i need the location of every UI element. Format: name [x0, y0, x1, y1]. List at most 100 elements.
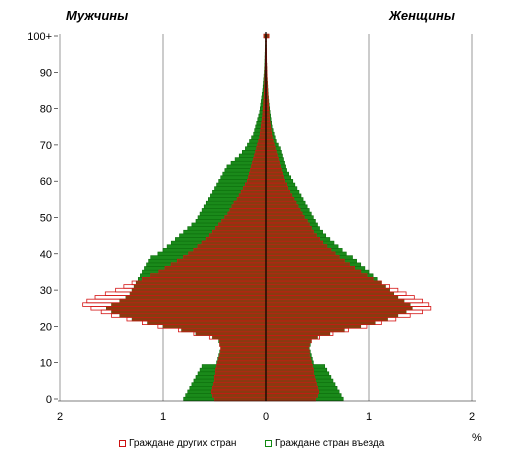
- bar-overlap-female: [266, 300, 404, 303]
- bar-overlap-female: [266, 376, 314, 379]
- bar-overlap-male: [209, 234, 266, 237]
- bar-overlap-male: [132, 318, 266, 321]
- legend-item-entry: Граждане стран въезда: [265, 438, 384, 449]
- bar-overlap-female: [266, 354, 309, 357]
- bar-overlap-female: [266, 194, 292, 197]
- legend-label-foreign: Граждане других стран: [129, 438, 236, 449]
- bar-overlap-male: [220, 343, 266, 346]
- bar-overlap-female: [266, 289, 390, 292]
- bar-overlap-male: [216, 372, 266, 375]
- bar-overlap-female: [266, 307, 412, 310]
- bar-overlap-female: [266, 365, 312, 368]
- bar-overlap-female: [266, 358, 310, 361]
- bar-overlap-male: [120, 300, 266, 303]
- bar-overlap-male: [250, 173, 266, 176]
- bar-overlap-male: [251, 169, 266, 172]
- bar-overlap-female: [266, 394, 318, 397]
- bar-overlap-female: [266, 383, 316, 386]
- x-tick-label: 2: [469, 411, 475, 423]
- bar-overlap-male: [239, 194, 266, 197]
- bar-overlap-female: [266, 343, 309, 346]
- bar-overlap-male: [261, 129, 266, 132]
- bar-overlap-female: [266, 260, 344, 263]
- y-tick-label: 10: [40, 358, 52, 370]
- bar-overlap-male: [159, 271, 266, 274]
- bar-overlap-male: [220, 340, 266, 343]
- y-tick-label: 30: [40, 285, 52, 297]
- bar-overlap-male: [184, 256, 266, 259]
- bar-overlap-male: [216, 369, 266, 372]
- bar-overlap-male: [215, 379, 267, 382]
- bar-overlap-male: [225, 216, 266, 219]
- series-foreign-bars: [83, 34, 431, 401]
- bar-overlap-male: [252, 165, 266, 168]
- bar-overlap-male: [261, 125, 266, 128]
- bar-overlap-female: [266, 198, 294, 201]
- bar-overlap-female: [266, 329, 344, 332]
- bar-overlap-male: [196, 332, 266, 335]
- bar-overlap-male: [206, 238, 266, 241]
- bar-overlap-female: [266, 241, 323, 244]
- bar-overlap-female: [266, 122, 270, 125]
- bar-overlap-female: [266, 129, 271, 132]
- bar-overlap-female: [266, 223, 309, 226]
- bar-overlap-male: [112, 303, 267, 306]
- bar-overlap-female: [266, 292, 394, 295]
- bar-overlap-female: [266, 205, 298, 208]
- bar-overlap-female: [266, 231, 313, 234]
- bar-overlap-male: [106, 307, 266, 310]
- bar-overlap-male: [134, 285, 266, 288]
- bar-overlap-female: [266, 176, 284, 179]
- bar-overlap-female: [266, 158, 278, 161]
- bar-overlap-female: [266, 227, 311, 230]
- bar-overlap-male: [130, 292, 266, 295]
- y-tick-label: 0: [46, 394, 52, 406]
- bar-overlap-female: [266, 321, 375, 324]
- bar-overlap-male: [177, 260, 266, 263]
- bar-overlap-male: [254, 158, 266, 161]
- bar-overlap-male: [212, 387, 266, 390]
- bar-overlap-female: [266, 387, 318, 390]
- bar-overlap-female: [266, 310, 406, 313]
- bar-overlap-male: [260, 136, 266, 139]
- bar-overlap-male: [255, 154, 266, 157]
- bar-overlap-male: [256, 151, 266, 154]
- bar-overlap-female: [266, 216, 304, 219]
- bar-overlap-female: [266, 390, 319, 393]
- bar-overlap-female: [266, 249, 331, 252]
- x-tick-label: 1: [160, 411, 166, 423]
- bar-overlap-female: [266, 143, 274, 146]
- bar-overlap-female: [266, 369, 313, 372]
- bar-overlap-male: [136, 281, 266, 284]
- left-title: Мужчины: [66, 8, 128, 23]
- bar-overlap-male: [247, 180, 266, 183]
- bar-overlap-male: [260, 133, 266, 136]
- bar-overlap-male: [142, 278, 266, 281]
- bar-overlap-male: [120, 314, 266, 317]
- bar-overlap-male: [220, 354, 266, 357]
- bar-overlap-female: [266, 314, 398, 317]
- bar-overlap-female: [266, 245, 327, 248]
- bar-overlap-male: [219, 223, 266, 226]
- bar-overlap-male: [212, 394, 266, 397]
- bar-overlap-female: [266, 372, 313, 375]
- bar-overlap-female: [266, 136, 272, 139]
- bar-overlap-female: [266, 340, 311, 343]
- bar-overlap-male: [216, 227, 266, 230]
- bar-overlap-female: [266, 318, 388, 321]
- bar-overlap-female: [266, 140, 273, 143]
- bar-overlap-male: [258, 143, 266, 146]
- bar-overlap-female: [266, 173, 282, 176]
- bar-overlap-female: [266, 151, 276, 154]
- bar-overlap-female: [266, 154, 277, 157]
- bar-overlap-male: [126, 296, 266, 299]
- bar-overlap-female: [266, 133, 272, 136]
- bar-overlap-male: [234, 202, 266, 205]
- legend-item-foreign: Граждане других стран: [119, 438, 236, 449]
- bar-overlap-female: [266, 278, 373, 281]
- bar-overlap-female: [266, 252, 335, 255]
